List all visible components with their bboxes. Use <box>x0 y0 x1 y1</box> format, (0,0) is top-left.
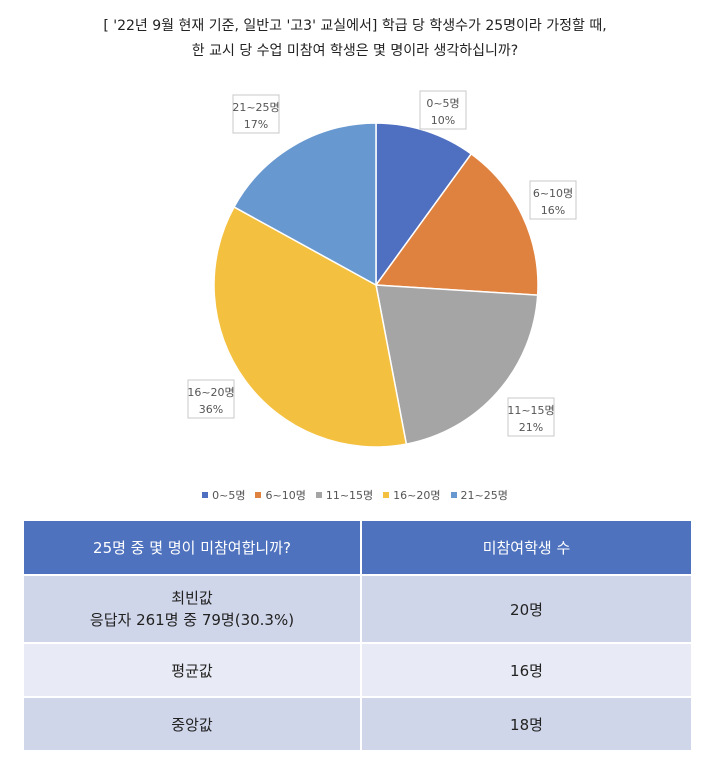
pie-chart: 0~5명 10% 6~10명 16% 11~15명 21% 16~20명 36% 21~25명 1… <box>187 90 577 448</box>
data-label-category: 6~10명 <box>533 187 573 200</box>
table-header-question: 25명 중 몇 명이 미참여합니까? <box>24 521 362 575</box>
legend-item-16-20: 16~20명 <box>383 487 441 503</box>
data-label-percent: 17% <box>244 118 268 131</box>
legend-item-6-10: 6~10명 <box>255 487 306 503</box>
chart-title-line-2: 한 교시 당 수업 미참여 학생은 몇 명이라 생각하십니까? <box>191 43 519 59</box>
table-header-count: 미참여학생 수 <box>361 521 691 575</box>
table-cell-label: 최빈값 응답자 261명 중 79명(30.3%) <box>24 574 362 643</box>
pie-slice-21-25 <box>233 122 377 287</box>
legend-swatch <box>315 492 322 498</box>
data-label-21-25: 21~25명 17% <box>232 94 280 134</box>
table-cell-value: 20명 <box>361 574 691 643</box>
chart-title-line-1: [ '22년 9월 현재 기준, 일반고 '고3' 교실에서] 학급 당 학생수… <box>103 18 607 34</box>
table-cell-value: 18명 <box>361 696 691 750</box>
legend-swatch <box>255 492 262 498</box>
pie-slice-0-5 <box>375 122 473 288</box>
data-label-category: 11~15명 <box>507 404 554 417</box>
data-label-6-10: 6~10명 16% <box>529 180 577 220</box>
chart-legend: 0~5명 6~10명 11~15명 16~20명 21~25명 <box>0 487 710 503</box>
legend-label: 6~10명 <box>265 489 306 502</box>
table-row: 최빈값 응답자 261명 중 79명(30.3%) 20명 <box>24 574 691 643</box>
legend-item-11-15: 11~15명 <box>315 487 374 503</box>
data-label-category: 16~20명 <box>187 386 234 399</box>
data-label-0-5: 0~5명 10% <box>419 90 467 130</box>
data-label-percent: 16% <box>541 204 565 217</box>
pie-slice-16-20 <box>213 205 408 448</box>
legend-swatch <box>450 492 457 498</box>
data-label-category: 0~5명 <box>426 97 459 110</box>
data-label-16-20: 16~20명 36% <box>187 379 235 419</box>
table-cell-label: 중앙값 <box>24 696 362 750</box>
data-label-percent: 10% <box>431 114 455 127</box>
legend-swatch <box>202 492 209 498</box>
legend-label: 21~25명 <box>460 489 508 502</box>
table-header-row: 25명 중 몇 명이 미참여합니까? 미참여학생 수 <box>24 521 691 575</box>
pie-slice-11-15 <box>375 284 539 446</box>
data-label-11-15: 11~15명 21% <box>507 397 555 437</box>
legend-label: 11~15명 <box>325 489 374 502</box>
data-label-percent: 36% <box>199 403 223 416</box>
data-label-category: 21~25명 <box>232 101 279 114</box>
data-label-percent: 21% <box>519 421 543 434</box>
legend-swatch <box>383 492 390 498</box>
pie-slice-6-10 <box>374 152 539 296</box>
table-cell-label: 평균값 <box>24 642 362 697</box>
legend-label: 16~20명 <box>393 489 441 502</box>
legend-item-21-25: 21~25명 <box>450 487 508 503</box>
legend-label: 0~5명 <box>212 489 246 502</box>
table-row: 평균값 16명 <box>24 642 691 697</box>
legend-item-0-5: 0~5명 <box>202 487 245 503</box>
summary-table: 25명 중 몇 명이 미참여합니까? 미참여학생 수 최빈값 응답자 261명 … <box>24 521 691 750</box>
table-row: 중앙값 18명 <box>24 696 691 750</box>
chart-title: [ '22년 9월 현재 기준, 일반고 '고3' 교실에서] 학급 당 학생수… <box>0 14 710 64</box>
table-cell-value: 16명 <box>361 642 691 697</box>
